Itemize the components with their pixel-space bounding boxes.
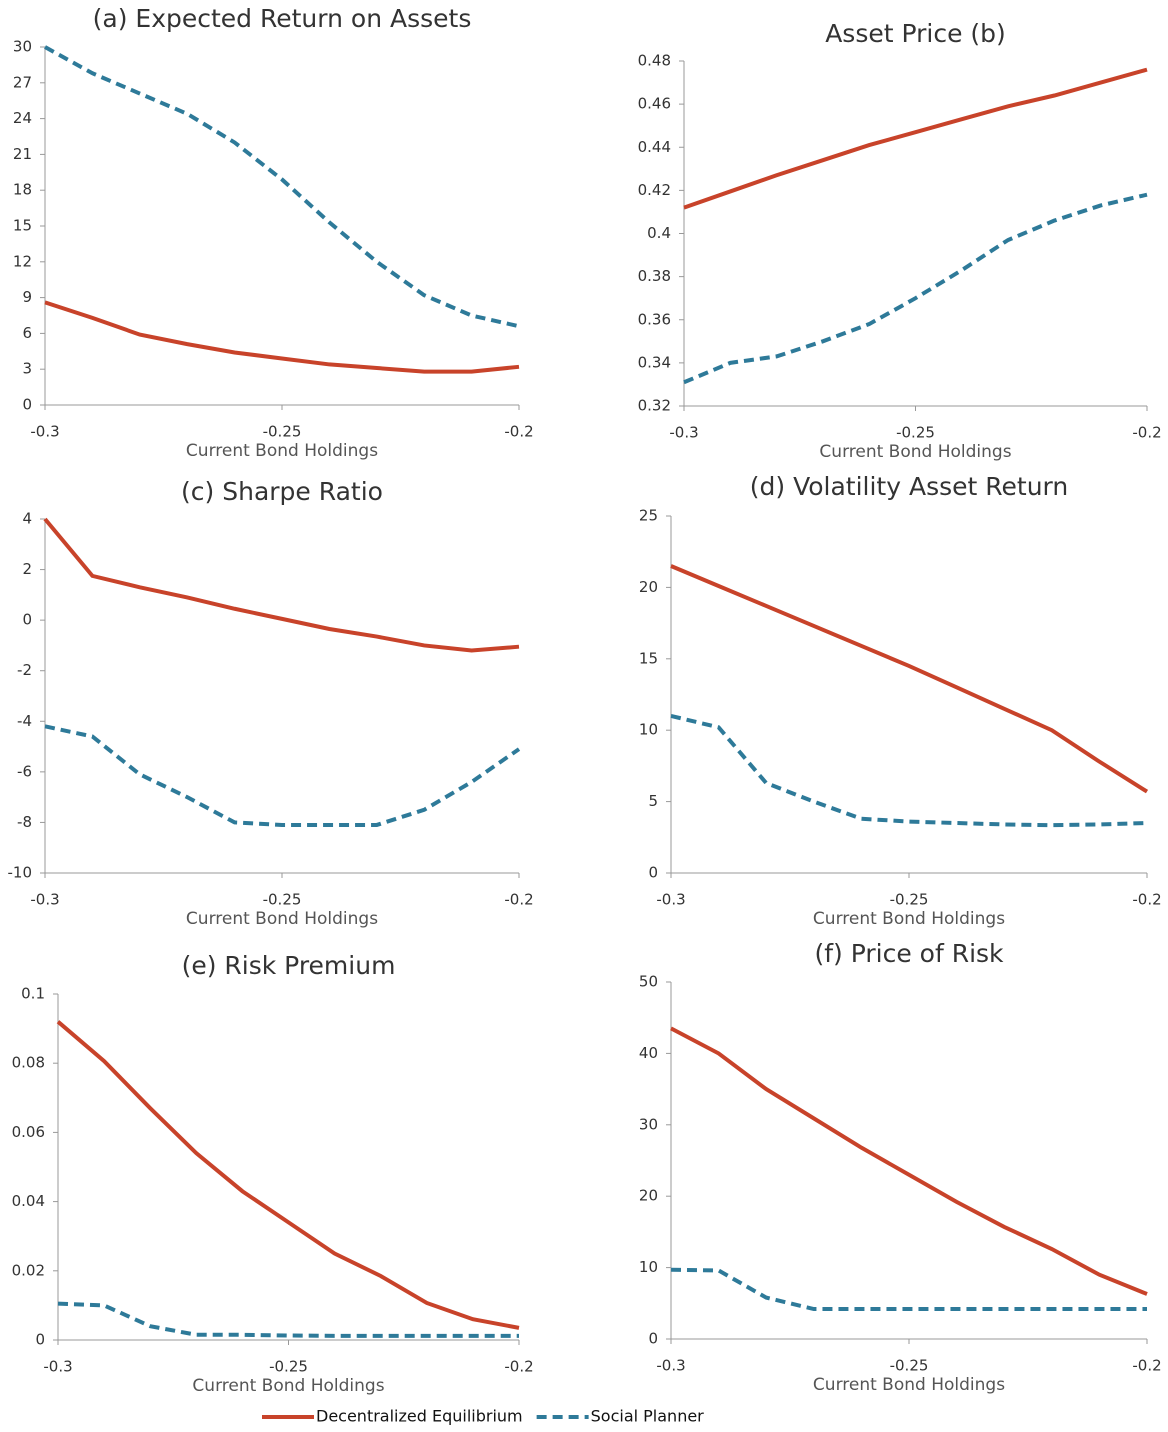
x-tick-label: -0.3 <box>669 424 698 442</box>
y-tick-label: 27 <box>13 73 32 91</box>
y-tick-label: 0.32 <box>638 397 671 415</box>
y-tick-label: 0.4 <box>647 224 671 242</box>
x-axis-label: Current Bond Holdings <box>813 909 1005 929</box>
y-tick-label: 0 <box>35 1331 45 1349</box>
x-axis-label: Current Bond Holdings <box>186 441 378 461</box>
y-tick-label: 0.1 <box>21 985 45 1003</box>
y-tick-label: 4 <box>22 510 32 528</box>
y-tick-label: 0.38 <box>638 267 671 285</box>
x-tick-label: -0.2 <box>504 891 533 909</box>
y-tick-label: -2 <box>17 661 32 679</box>
series-line <box>43 517 520 653</box>
y-tick-label: 12 <box>13 252 32 270</box>
x-tick-label: -0.2 <box>1132 1357 1161 1375</box>
y-tick-label: 30 <box>639 1115 658 1133</box>
x-tick-label: -0.2 <box>504 1358 533 1376</box>
x-tick-label: -0.3 <box>30 423 59 441</box>
x-axis-label: Current Bond Holdings <box>813 1375 1005 1395</box>
y-tick-label: 0.08 <box>12 1054 45 1072</box>
y-tick-label: 5 <box>648 792 658 810</box>
x-axis-label: Current Bond Holdings <box>192 1376 384 1396</box>
y-tick-label: 20 <box>639 578 658 596</box>
series-line <box>44 45 520 329</box>
series-line <box>683 67 1148 210</box>
y-tick-label: 0.36 <box>638 310 671 328</box>
y-tick-label: 6 <box>22 324 32 342</box>
y-tick-label: 25 <box>639 507 658 525</box>
x-axis-label: Current Bond Holdings <box>186 909 378 929</box>
series-line <box>683 192 1148 385</box>
y-tick-label: 40 <box>639 1044 658 1062</box>
y-tick-label: 0.02 <box>12 1261 45 1279</box>
y-tick-label: 0.42 <box>638 181 671 199</box>
y-tick-label: 0 <box>22 396 32 414</box>
y-tick-label: 0.06 <box>12 1123 45 1141</box>
x-tick-label: -0.25 <box>263 891 302 909</box>
series-line <box>670 1026 1148 1296</box>
y-tick-label: 9 <box>22 288 32 306</box>
y-tick-label: -4 <box>17 712 32 730</box>
y-tick-label: 24 <box>13 109 32 127</box>
y-tick-label: 10 <box>639 721 658 739</box>
series-line <box>44 724 521 827</box>
y-tick-label: 0.48 <box>638 52 671 70</box>
y-tick-label: -6 <box>17 762 32 780</box>
x-tick-label: -0.25 <box>269 1358 308 1376</box>
x-axis-label: Current Bond Holdings <box>819 442 1011 462</box>
y-tick-label: 0 <box>648 864 658 882</box>
x-tick-label: -0.2 <box>1132 891 1161 909</box>
y-tick-label: 0.46 <box>638 95 671 113</box>
x-tick-label: -0.3 <box>656 891 685 909</box>
series-line <box>670 564 1149 794</box>
series-line <box>56 1020 520 1330</box>
y-tick-label: 0.04 <box>12 1192 45 1210</box>
x-tick-label: -0.3 <box>656 1357 685 1375</box>
legend-label: Decentralized Equilibrium <box>316 1407 523 1426</box>
y-tick-label: 0 <box>648 1330 658 1348</box>
y-tick-label: 0.44 <box>638 138 671 156</box>
y-tick-label: 50 <box>639 973 658 991</box>
x-tick-label: -0.3 <box>30 891 59 909</box>
chart-title: (a) Expected Return on Assets <box>93 4 472 33</box>
y-tick-label: 20 <box>639 1187 658 1205</box>
y-tick-label: 3 <box>22 360 32 378</box>
chart-title: Asset Price (b) <box>825 19 1006 48</box>
y-tick-label: 30 <box>13 38 32 56</box>
series-line <box>57 1301 519 1338</box>
y-tick-label: 18 <box>13 181 32 199</box>
x-tick-label: -0.2 <box>1132 424 1161 442</box>
y-tick-label: 0.34 <box>638 353 671 371</box>
y-tick-label: 15 <box>13 217 32 235</box>
series-line <box>670 1267 1147 1312</box>
chart-title: (d) Volatility Asset Return <box>750 472 1068 501</box>
y-tick-label: 15 <box>639 649 658 667</box>
y-tick-label: -10 <box>8 864 33 882</box>
x-tick-label: -0.25 <box>263 423 302 441</box>
x-tick-label: -0.25 <box>896 424 935 442</box>
x-tick-label: -0.2 <box>504 423 533 441</box>
chart-title: (c) Sharpe Ratio <box>181 477 383 506</box>
chart-title: (e) Risk Premium <box>182 951 396 980</box>
chart-title: (f) Price of Risk <box>814 939 1004 968</box>
series-line <box>670 713 1148 828</box>
y-tick-label: 2 <box>22 560 32 578</box>
series-line <box>44 300 520 374</box>
y-tick-label: -8 <box>17 813 32 831</box>
y-tick-label: 21 <box>13 145 32 163</box>
y-tick-label: 10 <box>639 1258 658 1276</box>
x-tick-label: -0.3 <box>43 1358 72 1376</box>
x-tick-label: -0.25 <box>890 891 929 909</box>
x-tick-label: -0.25 <box>890 1357 929 1375</box>
legend-label: Social Planner <box>591 1407 705 1426</box>
y-tick-label: 0 <box>22 611 32 629</box>
